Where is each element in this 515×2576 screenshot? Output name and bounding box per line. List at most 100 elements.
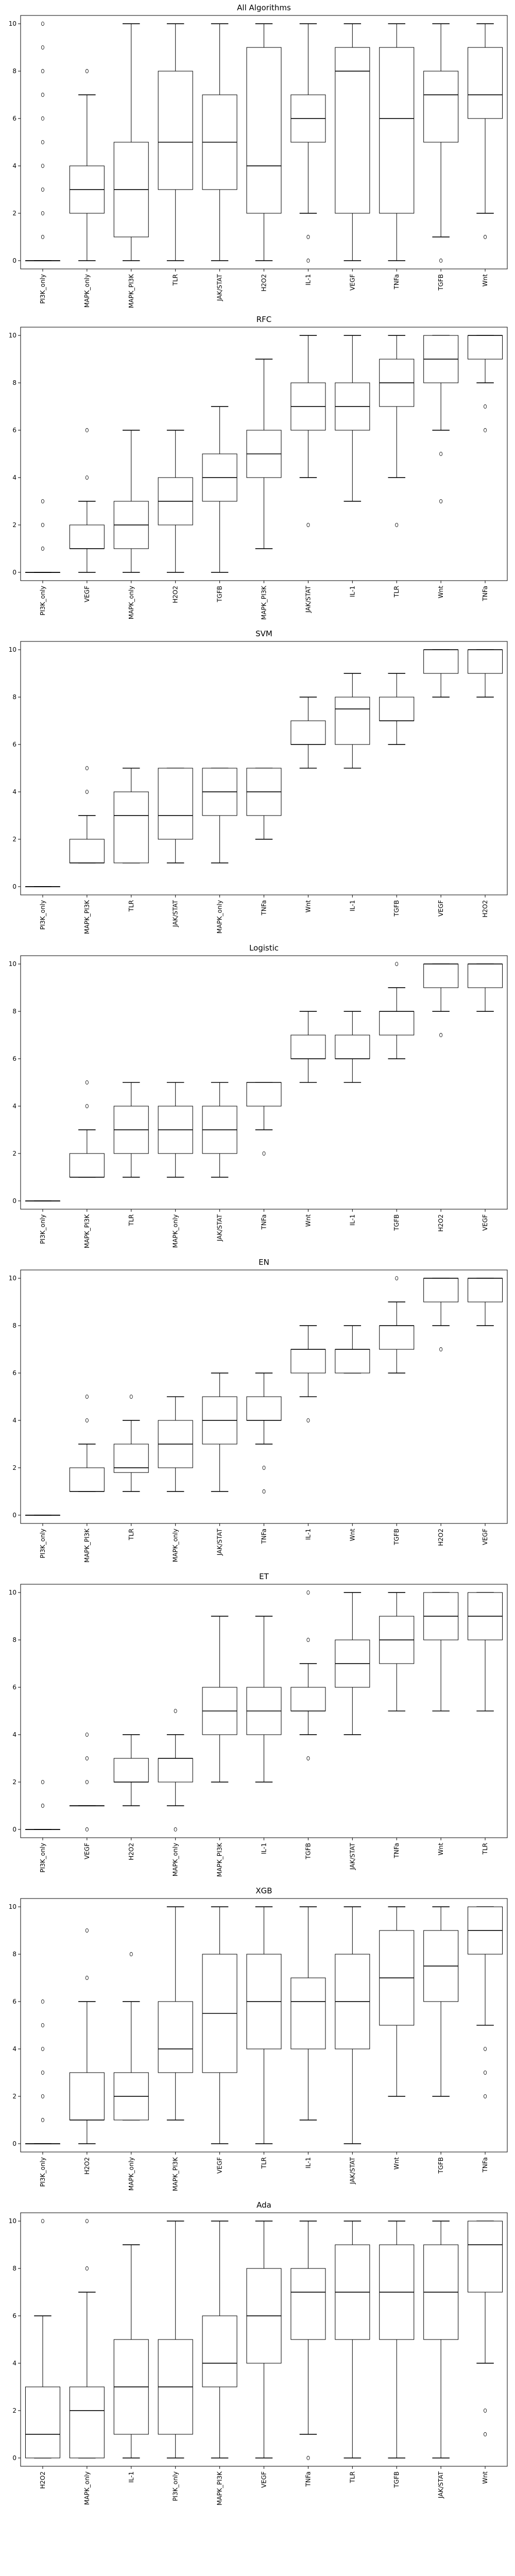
x-tick-label: TLR bbox=[128, 1529, 135, 1540]
outlier-point bbox=[262, 1151, 266, 1156]
box-pi3k-only bbox=[158, 2221, 193, 2459]
box-iqr bbox=[468, 2221, 503, 2293]
box-vegf bbox=[69, 1732, 105, 1832]
x-tick-label: TNFa bbox=[482, 586, 489, 601]
outlier-point bbox=[85, 2219, 89, 2224]
panel-8: Ada 0 2 4 6 8 10 H2O2 MAPK_only IL-1 PI3K_only MAPK… bbox=[9, 2200, 508, 2505]
box-h2o2 bbox=[423, 963, 459, 1038]
panel-3: SVM 0 2 4 6 8 10 PI3K_only MAPK_PI3K TLR JAK/STAT M… bbox=[9, 629, 508, 934]
outlier-point bbox=[129, 1394, 133, 1399]
y-tick-label: 2 bbox=[12, 1150, 16, 1157]
outlier-point bbox=[41, 522, 44, 527]
box-iqr bbox=[69, 2072, 105, 2121]
x-tick-label: H2O2 bbox=[437, 1214, 444, 1232]
outlier-point bbox=[41, 116, 44, 121]
outlier-point bbox=[306, 1756, 310, 1760]
box-tnfa bbox=[379, 23, 415, 261]
panel-7: XGB 0 2 4 6 8 10 PI3K_only H2O2 MAPK_only MAPK_PI3… bbox=[9, 1886, 508, 2191]
y-tick-label: 10 bbox=[9, 646, 16, 653]
box-iqr bbox=[335, 47, 370, 214]
box-jak-stat bbox=[202, 23, 237, 261]
box-mapk-pi3k bbox=[202, 1616, 237, 1783]
x-tick-label: TNFa bbox=[304, 2471, 312, 2487]
y-tick-label: 6 bbox=[12, 1055, 16, 1062]
box-iqr bbox=[246, 1082, 282, 1107]
box-il-1 bbox=[290, 23, 326, 263]
box-iqr bbox=[69, 839, 105, 863]
box-wnt bbox=[290, 1011, 326, 1083]
box-iqr bbox=[158, 71, 193, 190]
y-tick-label: 8 bbox=[12, 1951, 16, 1958]
outlier-point bbox=[41, 234, 44, 239]
box-mapk-pi3k bbox=[69, 1080, 105, 1178]
box-iqr bbox=[468, 649, 503, 674]
outlier-point bbox=[85, 1080, 89, 1084]
outlier-point bbox=[85, 2266, 89, 2271]
x-tick-label: IL-1 bbox=[304, 1529, 312, 1540]
x-tick-label: IL-1 bbox=[128, 2471, 135, 2483]
x-tick-label: VEGF bbox=[349, 274, 356, 291]
box-il-1 bbox=[335, 1011, 370, 1083]
box-il-1 bbox=[290, 1906, 326, 2121]
x-tick-label: JAK/STAT bbox=[216, 1528, 224, 1556]
y-tick-label: 8 bbox=[12, 2265, 16, 2272]
x-tick-label: VEGF bbox=[216, 2157, 224, 2174]
y-tick-label: 8 bbox=[12, 67, 16, 75]
outlier-point bbox=[85, 1394, 89, 1399]
x-tick-label: Wnt bbox=[482, 274, 489, 286]
box-jak-stat bbox=[202, 1082, 237, 1178]
x-tick-label: MAPK_PI3K bbox=[128, 274, 135, 308]
x-tick-label: MAPK_only bbox=[172, 1843, 179, 1876]
box-il-1 bbox=[290, 1325, 326, 1422]
box-iqr bbox=[158, 2001, 193, 2073]
box-vegf bbox=[468, 963, 503, 1012]
x-tick-label: H2O2 bbox=[39, 2471, 46, 2489]
outlier-point bbox=[85, 1732, 89, 1737]
y-tick-label: 4 bbox=[12, 2045, 16, 2053]
box-pi3k-only bbox=[25, 1515, 60, 1516]
box-mapk-only bbox=[69, 2219, 105, 2459]
box-wnt bbox=[468, 2221, 503, 2436]
box-tlr bbox=[113, 768, 149, 863]
box-iqr bbox=[69, 1153, 105, 1178]
y-tick-label: 10 bbox=[9, 332, 16, 339]
panel-title: All Algorithms bbox=[237, 3, 291, 12]
box-iqr bbox=[468, 47, 503, 119]
box-tnfa bbox=[468, 335, 503, 433]
x-tick-label: VEGF bbox=[261, 2471, 268, 2488]
outlier-point bbox=[41, 45, 44, 50]
x-tick-label: Wnt bbox=[437, 586, 444, 598]
x-tick-label: H2O2 bbox=[437, 1529, 444, 1546]
y-tick-label: 0 bbox=[12, 2140, 16, 2147]
y-tick-label: 8 bbox=[12, 693, 16, 701]
outlier-point bbox=[85, 1928, 89, 1933]
box-wnt bbox=[335, 1325, 370, 1374]
y-tick-label: 8 bbox=[12, 1322, 16, 1329]
outlier-point bbox=[41, 140, 44, 144]
panel-title: Logistic bbox=[249, 943, 279, 953]
box-tnfa bbox=[246, 1082, 282, 1156]
x-tick-label: IL-1 bbox=[349, 900, 356, 911]
box-mapk-pi3k bbox=[202, 2221, 237, 2459]
box-h2o2 bbox=[69, 1928, 105, 2144]
box-wnt bbox=[423, 1592, 459, 1711]
outlier-point bbox=[484, 2432, 487, 2436]
box-tlr bbox=[468, 1592, 503, 1711]
panel-1: All Algorithms 0 2 4 6 8 10 PI3K_only MAPK_only M… bbox=[9, 3, 508, 308]
x-tick-label: TGFB bbox=[393, 1529, 400, 1546]
outlier-point bbox=[85, 789, 89, 794]
outlier-point bbox=[439, 258, 443, 263]
box-tgfb bbox=[290, 1590, 326, 1760]
box-tnfa bbox=[379, 1592, 415, 1711]
outlier-point bbox=[484, 234, 487, 239]
x-tick-label: IL-1 bbox=[304, 2157, 312, 2168]
box-iqr bbox=[246, 47, 282, 214]
box-tlr bbox=[113, 1082, 149, 1178]
outlier-point bbox=[41, 2070, 44, 2075]
box-wnt bbox=[290, 697, 326, 769]
box-h2o2 bbox=[468, 649, 503, 698]
box-iqr bbox=[423, 1278, 459, 1302]
outlier-point bbox=[85, 1756, 89, 1760]
x-tick-label: IL-1 bbox=[304, 274, 312, 285]
box-iqr bbox=[468, 335, 503, 360]
